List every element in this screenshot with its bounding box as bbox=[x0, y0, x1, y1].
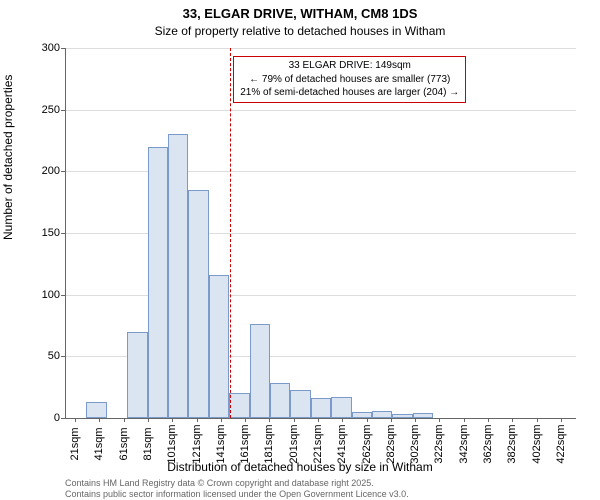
x-tick-label: 201sqm bbox=[288, 424, 300, 464]
x-tick-label: 302sqm bbox=[409, 424, 421, 464]
x-tick-label: 141sqm bbox=[215, 424, 227, 464]
histogram-bar bbox=[372, 411, 392, 418]
x-tick-label: 101sqm bbox=[166, 424, 178, 464]
x-tick-label: 161sqm bbox=[239, 424, 251, 464]
histogram-bar bbox=[392, 414, 412, 418]
x-tick-label: 362sqm bbox=[482, 424, 494, 464]
x-tick-label: 61sqm bbox=[118, 424, 130, 464]
footer-text: Contains HM Land Registry data © Crown c… bbox=[65, 478, 409, 500]
x-tick-mark bbox=[172, 418, 173, 422]
histogram-bar bbox=[188, 190, 208, 418]
x-tick-mark bbox=[318, 418, 319, 422]
x-tick-label: 342sqm bbox=[458, 424, 470, 464]
y-tick-mark bbox=[61, 110, 65, 111]
x-tick-mark bbox=[488, 418, 489, 422]
x-tick-label: 181sqm bbox=[263, 424, 275, 464]
y-tick-label: 50 bbox=[20, 350, 60, 362]
x-tick-mark bbox=[124, 418, 125, 422]
x-tick-label: 282sqm bbox=[385, 424, 397, 464]
y-axis-label: Number of detached properties bbox=[1, 75, 15, 240]
gridline bbox=[66, 295, 576, 296]
histogram-bar bbox=[209, 275, 229, 418]
x-tick-mark bbox=[294, 418, 295, 422]
footer-line2: Contains public sector information licen… bbox=[65, 489, 409, 500]
histogram-bar bbox=[270, 383, 290, 418]
x-tick-label: 21sqm bbox=[69, 424, 81, 464]
callout-line: ← 79% of detached houses are smaller (77… bbox=[240, 73, 459, 87]
x-tick-mark bbox=[148, 418, 149, 422]
x-tick-mark bbox=[415, 418, 416, 422]
x-tick-mark bbox=[99, 418, 100, 422]
y-tick-mark bbox=[61, 418, 65, 419]
x-tick-mark bbox=[221, 418, 222, 422]
plot-area bbox=[65, 48, 576, 419]
x-tick-mark bbox=[439, 418, 440, 422]
footer-line1: Contains HM Land Registry data © Crown c… bbox=[65, 478, 409, 489]
y-tick-mark bbox=[61, 233, 65, 234]
y-tick-label: 250 bbox=[20, 104, 60, 116]
x-tick-label: 422sqm bbox=[555, 424, 567, 464]
histogram-bar bbox=[86, 402, 106, 418]
y-tick-label: 0 bbox=[20, 412, 60, 424]
x-tick-label: 262sqm bbox=[361, 424, 373, 464]
chart-container: 33, ELGAR DRIVE, WITHAM, CM8 1DS Size of… bbox=[0, 0, 600, 500]
x-tick-label: 402sqm bbox=[531, 424, 543, 464]
x-tick-mark bbox=[464, 418, 465, 422]
x-tick-label: 241sqm bbox=[336, 424, 348, 464]
y-tick-label: 200 bbox=[20, 165, 60, 177]
chart-title: 33, ELGAR DRIVE, WITHAM, CM8 1DS bbox=[0, 6, 600, 21]
y-tick-label: 300 bbox=[20, 42, 60, 54]
x-tick-label: 81sqm bbox=[142, 424, 154, 464]
y-tick-mark bbox=[61, 295, 65, 296]
marker-line bbox=[230, 48, 231, 418]
histogram-bar bbox=[148, 147, 168, 418]
x-tick-mark bbox=[197, 418, 198, 422]
x-tick-mark bbox=[367, 418, 368, 422]
y-tick-mark bbox=[61, 171, 65, 172]
callout-line: 33 ELGAR DRIVE: 149sqm bbox=[240, 59, 459, 73]
x-tick-label: 41sqm bbox=[93, 424, 105, 464]
callout-line: 21% of semi-detached houses are larger (… bbox=[240, 86, 459, 100]
x-tick-mark bbox=[561, 418, 562, 422]
x-tick-label: 382sqm bbox=[506, 424, 518, 464]
histogram-bar bbox=[290, 390, 310, 418]
y-tick-mark bbox=[61, 356, 65, 357]
histogram-bar bbox=[229, 393, 249, 418]
histogram-bar bbox=[168, 134, 188, 418]
histogram-bar bbox=[352, 412, 372, 418]
x-tick-mark bbox=[245, 418, 246, 422]
x-tick-label: 121sqm bbox=[191, 424, 203, 464]
marker-callout: 33 ELGAR DRIVE: 149sqm← 79% of detached … bbox=[233, 56, 466, 103]
histogram-bar bbox=[127, 332, 147, 418]
x-tick-mark bbox=[391, 418, 392, 422]
y-tick-mark bbox=[61, 48, 65, 49]
x-tick-mark bbox=[512, 418, 513, 422]
x-tick-mark bbox=[342, 418, 343, 422]
y-tick-label: 100 bbox=[20, 289, 60, 301]
y-tick-label: 150 bbox=[20, 227, 60, 239]
gridline bbox=[66, 171, 576, 172]
gridline bbox=[66, 48, 576, 49]
x-tick-label: 221sqm bbox=[312, 424, 324, 464]
x-tick-mark bbox=[75, 418, 76, 422]
histogram-bar bbox=[311, 398, 331, 418]
histogram-bar bbox=[331, 397, 351, 418]
x-tick-mark bbox=[537, 418, 538, 422]
histogram-bar bbox=[250, 324, 270, 418]
x-tick-label: 322sqm bbox=[433, 424, 445, 464]
x-tick-mark bbox=[269, 418, 270, 422]
gridline bbox=[66, 110, 576, 111]
gridline bbox=[66, 233, 576, 234]
chart-subtitle: Size of property relative to detached ho… bbox=[0, 24, 600, 38]
